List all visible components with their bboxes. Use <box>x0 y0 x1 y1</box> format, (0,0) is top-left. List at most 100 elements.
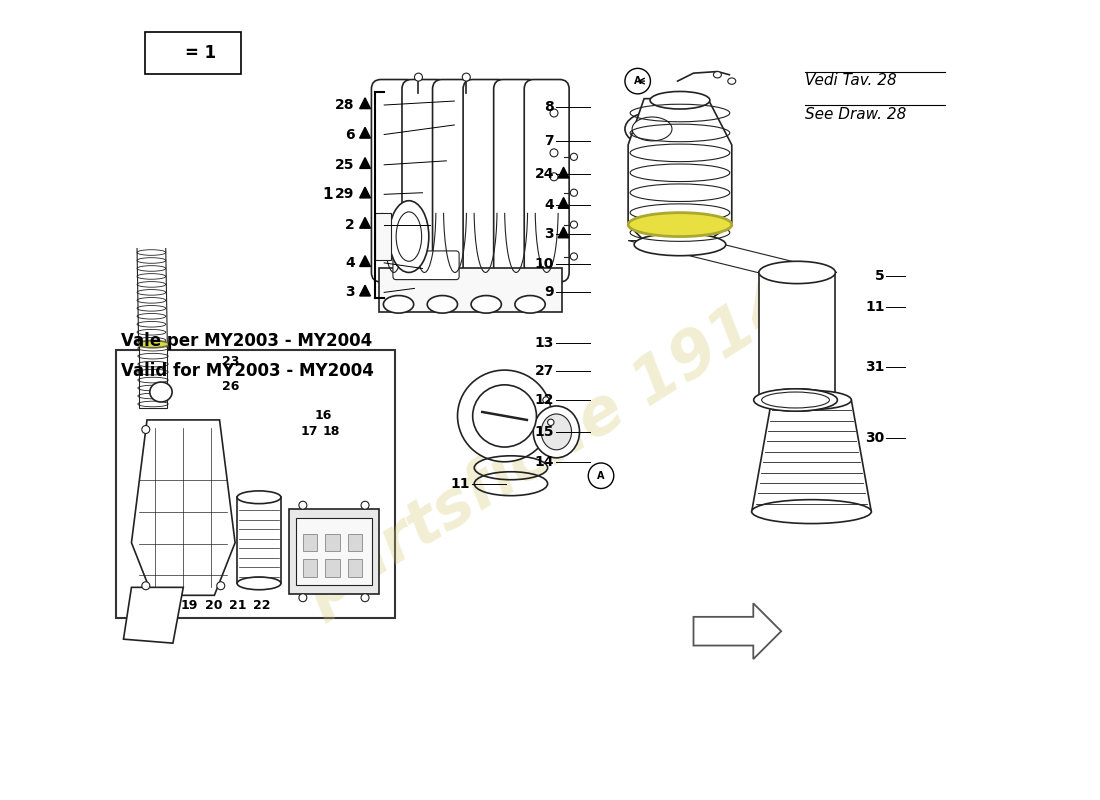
Ellipse shape <box>542 397 549 403</box>
Ellipse shape <box>299 594 307 602</box>
Text: 24: 24 <box>535 167 554 182</box>
Bar <box>759 273 835 400</box>
Text: 4: 4 <box>544 198 554 212</box>
Ellipse shape <box>534 406 580 458</box>
Text: 14: 14 <box>535 455 554 469</box>
Ellipse shape <box>548 419 554 426</box>
Text: 29: 29 <box>336 187 354 202</box>
Bar <box>139 344 167 408</box>
Bar <box>326 534 340 551</box>
Ellipse shape <box>471 295 502 313</box>
Text: 11: 11 <box>866 300 884 314</box>
Ellipse shape <box>541 414 572 450</box>
Ellipse shape <box>634 234 726 256</box>
Ellipse shape <box>728 78 736 84</box>
Text: 7: 7 <box>544 134 554 148</box>
Ellipse shape <box>217 582 224 590</box>
Text: A: A <box>634 76 641 86</box>
Ellipse shape <box>415 73 422 81</box>
Text: Vedi Tav. 28: Vedi Tav. 28 <box>805 73 896 88</box>
Polygon shape <box>693 603 781 659</box>
FancyBboxPatch shape <box>296 518 372 585</box>
Bar <box>326 559 340 577</box>
Text: 25: 25 <box>336 158 354 172</box>
Ellipse shape <box>632 117 672 141</box>
Ellipse shape <box>427 295 458 313</box>
FancyBboxPatch shape <box>494 79 539 282</box>
Text: 30: 30 <box>866 431 884 446</box>
Circle shape <box>588 463 614 489</box>
Text: Vale per MY2003 - MY2004: Vale per MY2003 - MY2004 <box>121 332 372 350</box>
Ellipse shape <box>759 262 835 284</box>
Ellipse shape <box>650 91 710 109</box>
Text: 27: 27 <box>535 363 554 378</box>
Bar <box>375 213 390 261</box>
Ellipse shape <box>458 370 551 462</box>
Text: 13: 13 <box>535 336 554 350</box>
Ellipse shape <box>142 582 150 590</box>
Text: 31: 31 <box>866 359 884 374</box>
Ellipse shape <box>754 389 837 411</box>
Polygon shape <box>558 198 569 208</box>
Ellipse shape <box>751 500 871 523</box>
FancyBboxPatch shape <box>288 510 379 594</box>
FancyBboxPatch shape <box>402 79 447 282</box>
Text: 5: 5 <box>876 270 884 283</box>
Ellipse shape <box>138 341 169 348</box>
Ellipse shape <box>299 502 307 510</box>
Polygon shape <box>751 400 871 512</box>
Polygon shape <box>162 44 173 54</box>
Ellipse shape <box>550 109 558 117</box>
Text: partsfiche 1914: partsfiche 1914 <box>294 272 806 624</box>
Ellipse shape <box>396 212 421 262</box>
Bar <box>302 559 317 577</box>
Ellipse shape <box>515 295 546 313</box>
Text: 26: 26 <box>222 380 240 393</box>
FancyBboxPatch shape <box>432 79 477 282</box>
Polygon shape <box>558 227 569 238</box>
Ellipse shape <box>150 382 172 402</box>
Ellipse shape <box>361 594 368 602</box>
Polygon shape <box>360 286 371 296</box>
Ellipse shape <box>361 502 368 510</box>
Ellipse shape <box>462 73 471 81</box>
Text: 17: 17 <box>300 426 318 438</box>
Text: 11: 11 <box>451 477 471 490</box>
Text: 8: 8 <box>544 100 554 114</box>
Ellipse shape <box>142 426 150 434</box>
Ellipse shape <box>238 577 280 590</box>
Polygon shape <box>132 420 235 595</box>
FancyBboxPatch shape <box>145 33 242 74</box>
Polygon shape <box>123 587 184 643</box>
Text: 20: 20 <box>205 599 222 612</box>
Ellipse shape <box>570 189 578 196</box>
Text: 6: 6 <box>345 127 354 142</box>
Ellipse shape <box>570 253 578 260</box>
Text: 21: 21 <box>229 599 246 612</box>
Polygon shape <box>628 98 732 241</box>
Text: 3: 3 <box>544 227 554 241</box>
Polygon shape <box>360 158 371 169</box>
Polygon shape <box>558 167 569 178</box>
Text: = 1: = 1 <box>185 44 216 62</box>
Polygon shape <box>360 187 371 198</box>
Ellipse shape <box>625 112 679 146</box>
Ellipse shape <box>238 491 280 504</box>
Text: 15: 15 <box>535 425 554 439</box>
Text: 3: 3 <box>345 286 354 299</box>
Circle shape <box>625 68 650 94</box>
Polygon shape <box>360 127 371 138</box>
Bar <box>348 534 362 551</box>
Text: 19: 19 <box>182 599 198 612</box>
Text: 12: 12 <box>535 393 554 407</box>
Ellipse shape <box>771 390 851 410</box>
Ellipse shape <box>759 389 835 411</box>
Bar <box>378 269 562 312</box>
Text: 9: 9 <box>544 286 554 299</box>
FancyBboxPatch shape <box>372 79 416 282</box>
Text: 1: 1 <box>322 187 333 202</box>
Ellipse shape <box>550 173 558 181</box>
Bar <box>238 498 280 583</box>
Ellipse shape <box>570 154 578 161</box>
Text: 4: 4 <box>345 256 354 270</box>
